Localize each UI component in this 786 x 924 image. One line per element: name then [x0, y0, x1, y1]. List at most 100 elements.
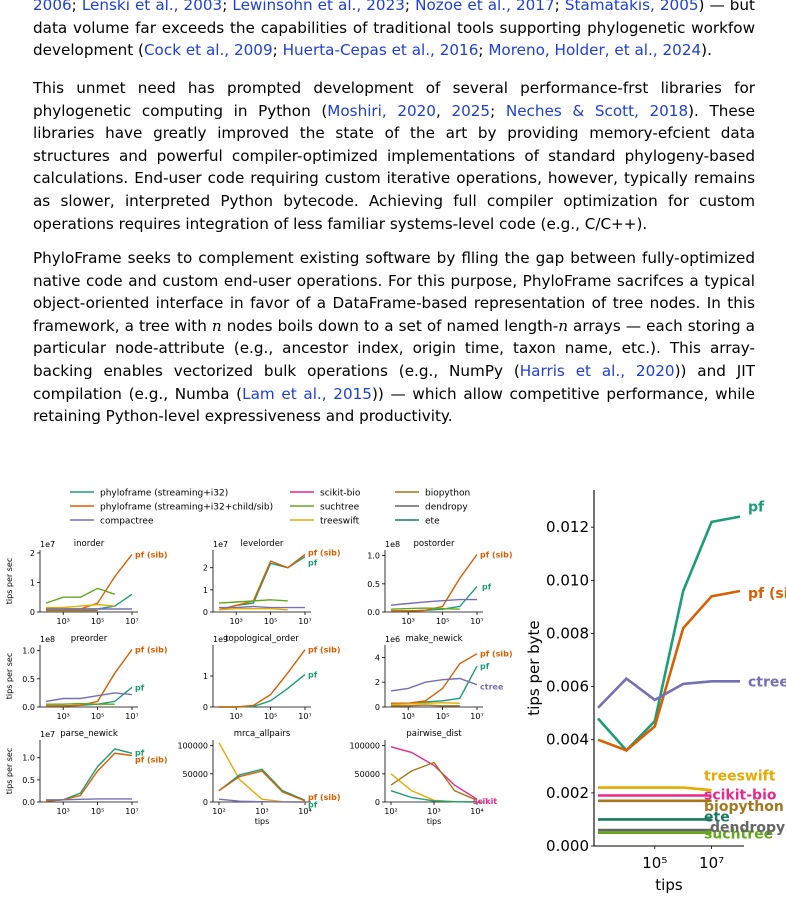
series-line-pf — [46, 593, 133, 610]
text-run: ; — [478, 41, 489, 60]
y-tick-label: 0.008 — [546, 624, 589, 642]
chart-panel: make_newick 1e6 0 2 4 10³ 10⁵ 10⁷ pf (sib) pf ctre… — [375, 634, 513, 721]
citation-link[interactable]: Huerta-Cepas et al., 2016 — [282, 41, 479, 60]
x-tick-label: 10⁷ — [298, 617, 311, 626]
x-tick-label: 10⁷ — [125, 617, 138, 626]
x-tick-label: 10⁵ — [91, 712, 104, 721]
panel-title: parse_newick — [60, 729, 118, 739]
y-tick-label: 50000 — [183, 770, 208, 779]
citation-link[interactable]: 2025 — [451, 101, 491, 120]
x-tick-label: 10⁷ — [125, 712, 138, 721]
citation-link[interactable]: Lenski et al., 2003 — [81, 0, 223, 14]
y-tick-label: 2 — [30, 549, 35, 558]
citation-link[interactable]: Neches & Scott, 2018 — [505, 101, 689, 120]
x-tick-label: 10⁵ — [436, 617, 449, 626]
y-axis-label: tips per byte — [525, 620, 543, 715]
text-run: PhyloFrame seeks to complement existing … — [33, 249, 755, 335]
series-line-treeswift — [598, 786, 712, 792]
series-line-pf_sib — [597, 589, 741, 752]
series-end-label: pf — [308, 800, 318, 809]
series-line-biopython — [391, 704, 460, 707]
text-run: ; — [222, 0, 233, 14]
chart-panel: 0.000 0.002 0.004 0.006 0.008 0.010 0.012 10⁵ 10… — [525, 490, 786, 894]
math-var: n — [211, 316, 222, 335]
y-tick-label: 1.0 — [367, 552, 380, 561]
citation-link[interactable]: Lam et al., 2015 — [242, 384, 372, 403]
y-tick-label: 0.5 — [22, 776, 35, 785]
text-run: ; — [404, 0, 416, 14]
series-end-label: pf (sib) — [308, 646, 341, 655]
x-axis-label: tips — [255, 817, 270, 826]
y-tick-label: 0.010 — [546, 571, 589, 589]
legend-label: ete — [425, 517, 440, 527]
series-end-label: scikit — [473, 797, 497, 806]
panel-title: make_newick — [405, 634, 462, 644]
y-axis-label: tips per sec — [5, 748, 14, 794]
series-line-compactree — [46, 798, 132, 801]
series-end-label: pf (sib) — [135, 756, 168, 765]
citation-link[interactable]: Harris et al., 2020 — [519, 361, 675, 380]
citation-link[interactable]: Cock et al., 2009 — [143, 41, 273, 60]
series-end-label: ete — [704, 809, 730, 825]
series-end-label: pf (sib) — [135, 550, 168, 559]
y-tick-label: 0.5 — [22, 675, 35, 684]
series-line-suchtree — [45, 587, 116, 604]
series-line-compactree — [45, 692, 133, 703]
citation-link[interactable]: Moshiri, 2020 — [327, 101, 436, 120]
legend-label: dendropy — [425, 503, 468, 513]
series-line-pf_sib — [45, 752, 133, 802]
x-tick-label: 10⁵ — [264, 617, 277, 626]
citation-link[interactable]: Stamatakis, 2005 — [564, 0, 699, 14]
text-run: ) — but data volume far exceeds the capa… — [33, 0, 755, 60]
panel-title: preorder — [71, 634, 108, 644]
series-line-pf — [391, 586, 478, 612]
x-tick-label: 10⁷ — [298, 712, 311, 721]
axis-scale-label: 1e6 — [385, 635, 400, 644]
y-tick-label: 0 — [375, 703, 380, 712]
legend-label: phyloframe (streaming+i32) — [100, 489, 228, 499]
citation-link[interactable]: Nozoe et al., 2017 — [415, 0, 555, 14]
series-line-treeswift — [218, 742, 306, 803]
citation-link[interactable]: 2006 — [33, 0, 72, 14]
chart-panel: levelorder 1e7 0 1 2 10³ 10⁵ 10⁷ pf (sib) pf — [203, 539, 341, 626]
x-axis-label: tips — [427, 817, 442, 826]
panel-title: mrca_allpairs — [234, 729, 291, 739]
series-line-pf — [219, 673, 306, 708]
series-end-label: dendropy — [710, 820, 785, 836]
x-tick-label: 10⁷ — [470, 712, 483, 721]
y-tick-label: 0.0 — [22, 703, 35, 712]
text-run: ; — [554, 0, 565, 14]
series-line-treeswift — [218, 608, 288, 611]
y-tick-label: 0.006 — [546, 678, 589, 696]
series-line-pf — [218, 768, 306, 801]
x-tick-label: 10³ — [255, 807, 268, 816]
chart-panel: inorder 1e7 0 1 2 10³ 10⁵ 10⁷ tips per sec pf (si… — [5, 539, 168, 626]
series-line-treeswift — [46, 603, 115, 609]
series-line-treeswift — [390, 773, 478, 803]
legend-label: biopython — [425, 489, 470, 499]
x-tick-label: 10⁵ — [642, 854, 667, 872]
series-end-label: pf (sib) — [480, 551, 513, 560]
series-line-compactree — [218, 798, 306, 803]
series-end-label: suchtree — [704, 827, 773, 843]
text-run: ; — [272, 41, 283, 60]
panel-title: pairwise_dist — [406, 729, 462, 739]
series-line-pf — [390, 790, 478, 803]
series-end-label: biopython — [704, 799, 784, 815]
axis-scale-label: 1e7 — [40, 540, 55, 549]
series-line-compactree — [219, 605, 305, 609]
chart-panel: parse_newick 1e7 0.0 0.5 1.0 10³ 10⁵ 10⁷ tips pe… — [5, 729, 168, 816]
x-tick-label: 10³ — [57, 617, 70, 626]
y-tick-label: 1.0 — [22, 754, 35, 763]
y-tick-label: 0.002 — [546, 784, 589, 802]
math-var: n — [558, 316, 568, 335]
citation-link[interactable]: Lewinsohn et al., 2023 — [232, 0, 405, 14]
series-end-label: scikit-bio — [704, 788, 777, 804]
y-tick-label: 0.0 — [367, 608, 380, 617]
series-line-suchtree — [390, 607, 460, 610]
y-tick-label: 0 — [375, 798, 380, 807]
x-tick-label: 10⁵ — [91, 617, 104, 626]
citation-link[interactable]: Moreno, Holder, et al., 2024 — [488, 41, 702, 60]
chart-panel: preorder 1e8 0.0 0.5 1.0 10³ 10⁵ 10⁷ tips per se… — [5, 634, 168, 721]
series-end-label: pf — [308, 559, 318, 568]
